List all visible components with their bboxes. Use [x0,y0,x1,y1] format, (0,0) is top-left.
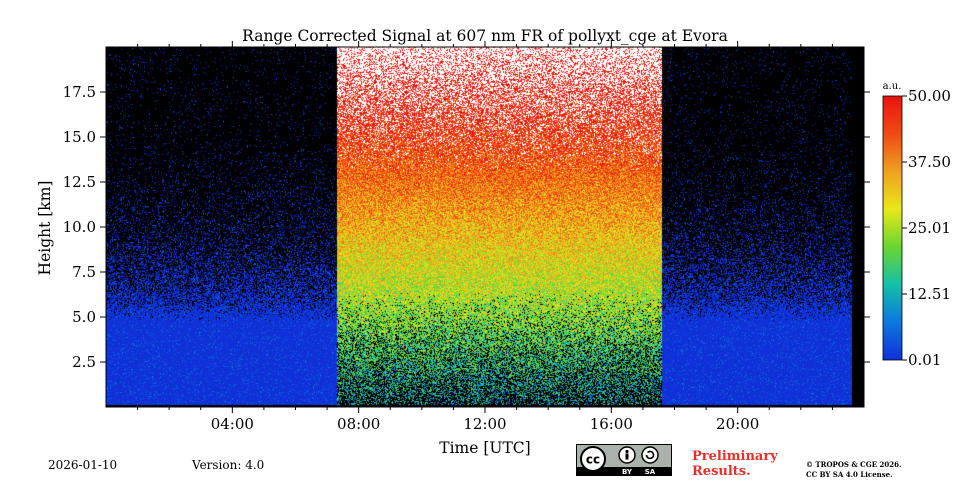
sa-text: SA [645,468,656,476]
preliminary-line-2: Results. [692,464,751,479]
y-tick-label: 17.5 [63,83,96,101]
heatmap-image [106,47,864,407]
cc-by-sa-badge: cc BY SA [576,444,672,476]
x-tick-label: 16:00 [590,415,633,433]
x-axis-label: Time [UTC] [439,439,530,457]
copyright-line-1: © TROPOS & CGE 2026. [806,460,902,469]
y-tick-label: 12.5 [63,173,96,191]
colorbar-gradient [882,95,903,361]
sa-icon [641,446,659,464]
preliminary-results-note: Preliminary Results. [692,449,802,479]
preliminary-line-1: Preliminary [692,449,778,464]
copyright-line-2: CC BY SA 4.0 License. [806,470,893,479]
chart-title: Range Corrected Signal at 607 nm FR of p… [242,27,728,45]
colorbar-tick-label: 25.01 [908,219,951,237]
y-tick-label: 7.5 [72,263,96,281]
colorbar-tick-label: 0.01 [908,351,941,369]
date-label: 2026-01-10 [48,458,118,472]
x-tick-label: 04:00 [211,415,254,433]
y-tick-label: 10.0 [63,218,96,236]
y-tick-label: 15.0 [63,128,96,146]
y-tick-label: 2.5 [72,353,96,371]
copyright-note: © TROPOS & CGE 2026. CC BY SA 4.0 Licens… [806,460,946,480]
cc-icon [580,446,606,472]
x-axis: 04:00 08:00 12:00 16:00 20:00 [137,41,833,433]
colorbar-tick-label: 12.51 [908,285,951,303]
y-axis-label: Height [km] [36,181,54,276]
colorbar-ticks: 0.01 12.51 25.01 37.50 50.00 [902,87,951,369]
y-tick-label: 5.0 [72,308,96,326]
cc-text: cc [586,453,600,467]
by-text: BY [622,468,633,476]
plot-area [105,46,865,408]
y-axis: 2.5 5.0 7.5 10.0 12.5 15.0 17.5 [63,83,870,371]
colorbar-tick-label: 37.50 [908,153,951,171]
colorbar: a.u. 0.01 12.51 25.01 37.50 50.00 [882,81,951,369]
x-tick-label: 20:00 [716,415,759,433]
x-tick-label: 08:00 [337,415,380,433]
x-tick-label: 12:00 [463,415,506,433]
version-label: Version: 4.0 [192,458,265,472]
colorbar-unit-label: a.u. [883,81,902,92]
colorbar-tick-label: 50.00 [908,87,951,105]
